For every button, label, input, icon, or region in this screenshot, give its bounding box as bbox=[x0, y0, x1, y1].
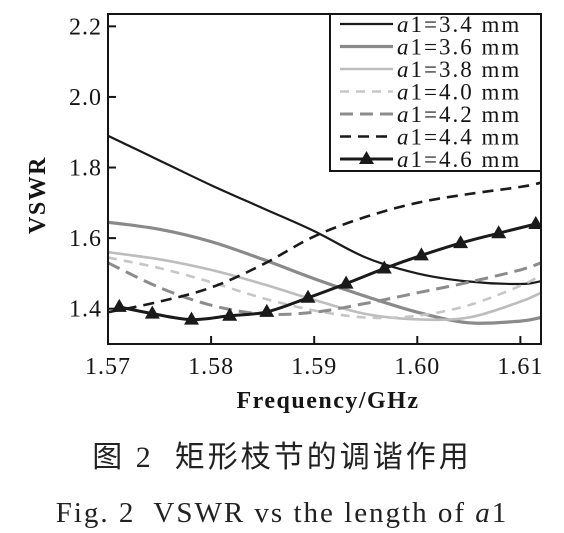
legend-label-rest: 1=3.4 mm bbox=[411, 12, 522, 37]
data-point-marker bbox=[111, 298, 127, 312]
variable-symbol: a bbox=[397, 147, 411, 172]
legend-box bbox=[329, 13, 542, 172]
x-tick-label: 1.61 bbox=[497, 354, 543, 380]
series-layer bbox=[108, 134, 541, 325]
series-line-a1-4-2-mm bbox=[108, 261, 541, 316]
plot-frame bbox=[107, 13, 542, 345]
y-tick-label: 1.4 bbox=[69, 297, 102, 323]
variable-symbol: a bbox=[397, 125, 411, 150]
legend-label-rest: 1=3.6 mm bbox=[411, 35, 522, 60]
variable-symbol: a bbox=[397, 12, 411, 37]
variable-symbol: a bbox=[397, 80, 411, 105]
legend-label-a1-4-2-mm: a1=4.2 mm bbox=[397, 102, 521, 127]
series-line-a1-4-4-mm bbox=[108, 181, 541, 314]
legend-label-a1-4-4-mm: a1=4.4 mm bbox=[397, 125, 521, 150]
variable-symbol: a bbox=[397, 57, 411, 82]
legend-label-rest: 1=3.8 mm bbox=[411, 57, 522, 82]
variable-symbol: a bbox=[397, 102, 411, 127]
x-tick-label: 1.58 bbox=[188, 354, 234, 380]
y-axis-label: VSWR bbox=[25, 156, 51, 234]
legend-label-rest: 1=4.0 mm bbox=[411, 80, 522, 105]
legend-label-a1-3-6-mm: a1=3.6 mm bbox=[397, 35, 521, 60]
legend-label-a1-4-0-mm: a1=4.0 mm bbox=[397, 80, 521, 105]
y-tick-label: 2.0 bbox=[69, 85, 102, 111]
data-point-marker bbox=[144, 305, 160, 319]
y-tick-label: 2.2 bbox=[69, 14, 102, 40]
legend-label-rest: 1=4.2 mm bbox=[411, 102, 522, 127]
legend-label-rest: 1=4.6 mm bbox=[411, 147, 522, 172]
legend-label-a1-3-8-mm: a1=3.8 mm bbox=[397, 57, 521, 82]
data-point-marker bbox=[338, 275, 354, 289]
data-point-marker bbox=[259, 303, 275, 317]
series-line-a1-4-0-mm bbox=[108, 256, 541, 320]
x-axis-label: Frequency/GHz bbox=[236, 388, 419, 414]
legend-marker bbox=[359, 151, 374, 164]
legend-label-rest: 1=4.4 mm bbox=[411, 125, 522, 150]
data-point-marker bbox=[184, 311, 199, 325]
data-point-marker bbox=[222, 307, 238, 321]
data-point-marker bbox=[300, 289, 316, 303]
data-point-marker bbox=[376, 260, 392, 274]
axis-ticks: 1.57 1.58 1.59 1.60 1.61 1.4 1.6 1.8 2.0 2.2 bbox=[69, 14, 543, 380]
y-tick-label: 1.6 bbox=[69, 226, 102, 252]
x-tick-label: 1.57 bbox=[85, 354, 131, 380]
x-tick-label: 1.60 bbox=[394, 354, 440, 380]
x-tick-label: 1.59 bbox=[291, 354, 337, 380]
data-point-marker bbox=[453, 235, 469, 249]
legend-label-a1-3-4-mm: a1=3.4 mm bbox=[397, 12, 521, 37]
figure-caption-english: Fig. 2 VSWR vs the length of a1 bbox=[55, 497, 509, 529]
data-point-marker bbox=[413, 247, 429, 261]
legend-label-a1-4-6-mm: a1=4.6 mm bbox=[397, 147, 521, 172]
data-point-marker bbox=[491, 225, 507, 239]
y-tick-label: 1.8 bbox=[69, 156, 102, 182]
caption-variable-symbol: a bbox=[475, 497, 492, 529]
vswr-chart: 1.57 1.58 1.59 1.60 1.611.41.61.82.02.2 a1=3… bbox=[25, 12, 543, 414]
series-line-a1-3-4-mm bbox=[108, 134, 541, 286]
figure-caption-chinese: 图 2 矩形枝节的调谐作用 bbox=[92, 441, 472, 474]
data-point-marker bbox=[528, 216, 541, 229]
variable-symbol: a bbox=[397, 35, 411, 60]
